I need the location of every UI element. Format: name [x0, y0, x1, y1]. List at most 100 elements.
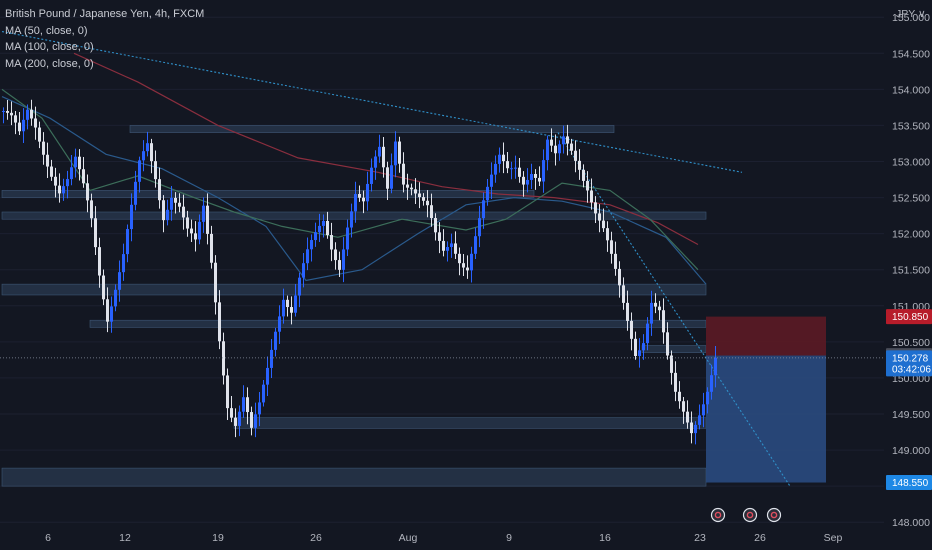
- current-price-tag-bg: [886, 350, 932, 377]
- x-tick-label: 6: [45, 532, 51, 544]
- candle-body: [18, 122, 21, 132]
- candle-body: [34, 118, 37, 128]
- sr-zone: [1, 467, 707, 487]
- event-marker-icon: [766, 507, 782, 523]
- y-tick-label: 150.500: [892, 337, 930, 349]
- candle-body: [98, 247, 101, 276]
- candle-body: [46, 154, 49, 167]
- candle-body: [226, 375, 229, 409]
- ma100-legend[interactable]: MA (100, close, 0): [5, 41, 94, 53]
- candle-body: [670, 355, 673, 373]
- candle-body: [650, 302, 653, 324]
- x-tick-label: 12: [119, 532, 131, 544]
- candle-body: [334, 249, 337, 261]
- y-tick-label: 152.000: [892, 229, 930, 241]
- candle-body: [346, 227, 349, 250]
- candle-body: [434, 218, 437, 233]
- y-tick-label: 153.000: [892, 157, 930, 169]
- candle-body: [502, 154, 505, 162]
- candle-body: [166, 209, 169, 221]
- candle-body: [666, 332, 669, 356]
- candle-body: [362, 197, 365, 202]
- event-marker-icon: [742, 507, 758, 523]
- ma200-legend[interactable]: MA (200, close, 0): [5, 57, 94, 70]
- candle-body: [246, 397, 249, 413]
- candle-body: [714, 357, 717, 376]
- candle-body: [26, 109, 29, 120]
- candle-body: [530, 173, 533, 180]
- candle-body: [462, 263, 465, 268]
- candle-body: [686, 411, 689, 423]
- candle-body: [578, 160, 581, 170]
- candle-body: [446, 247, 449, 251]
- candle-body: [634, 338, 637, 357]
- y-tick-label: 154.500: [892, 48, 930, 60]
- candle-body: [342, 249, 345, 270]
- candle-body: [378, 146, 381, 157]
- candle-body: [474, 236, 477, 254]
- y-tick-label: 154.000: [892, 84, 930, 96]
- candle-body: [146, 143, 149, 152]
- candle-body: [458, 253, 461, 264]
- y-tick-label: 153.500: [892, 120, 930, 132]
- candle-body: [70, 167, 73, 180]
- candle-body: [570, 143, 573, 151]
- stop-price-tag: 150.850: [892, 312, 929, 323]
- candle-body: [682, 401, 685, 412]
- candle-body: [382, 146, 385, 168]
- candle-body: [234, 417, 237, 426]
- candle-body: [358, 194, 361, 198]
- candle-body: [218, 302, 221, 342]
- candle-body: [118, 272, 121, 290]
- target-price-tag-bg: [886, 475, 932, 491]
- candle-body: [318, 225, 321, 233]
- x-tick-label: 9: [506, 532, 512, 544]
- candle-body: [554, 145, 557, 154]
- candle-body: [262, 384, 265, 403]
- candle-body: [350, 211, 353, 228]
- candle-body: [538, 177, 541, 182]
- candle-body: [574, 150, 577, 161]
- candle-body: [534, 173, 537, 178]
- candle-body: [130, 204, 133, 230]
- candle-body: [594, 202, 597, 214]
- candle-body: [114, 289, 117, 307]
- candle-body: [222, 341, 225, 376]
- candle-body: [586, 180, 589, 191]
- event-marker-icon: [710, 507, 726, 523]
- candle-body: [322, 220, 325, 226]
- candle-body: [270, 349, 273, 368]
- candle-body: [402, 163, 405, 185]
- candle-body: [142, 151, 145, 161]
- candle-body: [398, 141, 401, 164]
- candle-body: [214, 262, 217, 303]
- candle-body: [10, 112, 13, 116]
- candle-body: [102, 275, 105, 300]
- currency-label: JPY ∨: [896, 8, 926, 20]
- candle-body: [38, 127, 41, 142]
- stop-price-tag-bg: [886, 309, 932, 325]
- candle-body: [662, 310, 665, 333]
- candle-body: [638, 350, 641, 357]
- candle-body: [566, 136, 569, 144]
- candle-body: [198, 221, 201, 240]
- candle-body: [106, 299, 109, 322]
- candle-body: [6, 111, 9, 113]
- candle-body: [542, 160, 545, 182]
- candle-body: [162, 200, 165, 221]
- candle-body: [450, 243, 453, 248]
- candle-body: [422, 197, 425, 201]
- candle-body: [338, 260, 341, 270]
- candle-body: [394, 141, 397, 166]
- candle-body: [94, 218, 97, 248]
- candle-body: [182, 206, 185, 218]
- candle-body: [374, 156, 377, 168]
- sr-zone: [129, 125, 615, 133]
- candle-body: [254, 414, 257, 428]
- candle-body: [50, 166, 53, 177]
- candle-body: [390, 165, 393, 189]
- candle-body: [310, 240, 313, 250]
- candle-body: [442, 240, 445, 251]
- ma50-legend[interactable]: MA (50, close, 0): [5, 24, 88, 37]
